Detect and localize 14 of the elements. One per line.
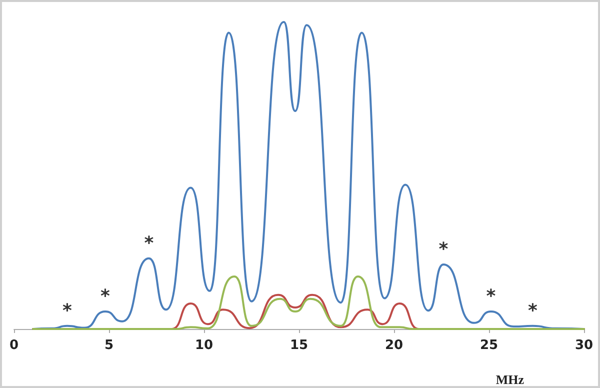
annotation: * <box>486 286 496 307</box>
x-tick-label: 0 <box>9 338 19 353</box>
annotation: * <box>528 300 538 322</box>
annotation: * <box>144 232 154 254</box>
x-tick-label: 30 <box>574 338 594 353</box>
x-axis-title: MHz <box>496 372 524 387</box>
annotation: * <box>62 300 72 322</box>
annotation: * <box>438 239 449 260</box>
annotation: * <box>100 286 110 307</box>
x-tick-label: 25 <box>480 338 498 353</box>
x-tick-label: 5 <box>104 338 114 353</box>
x-tick-label: 15 <box>290 338 308 353</box>
x-tick-label: 20 <box>384 338 404 353</box>
x-tick-label: 10 <box>194 338 214 353</box>
